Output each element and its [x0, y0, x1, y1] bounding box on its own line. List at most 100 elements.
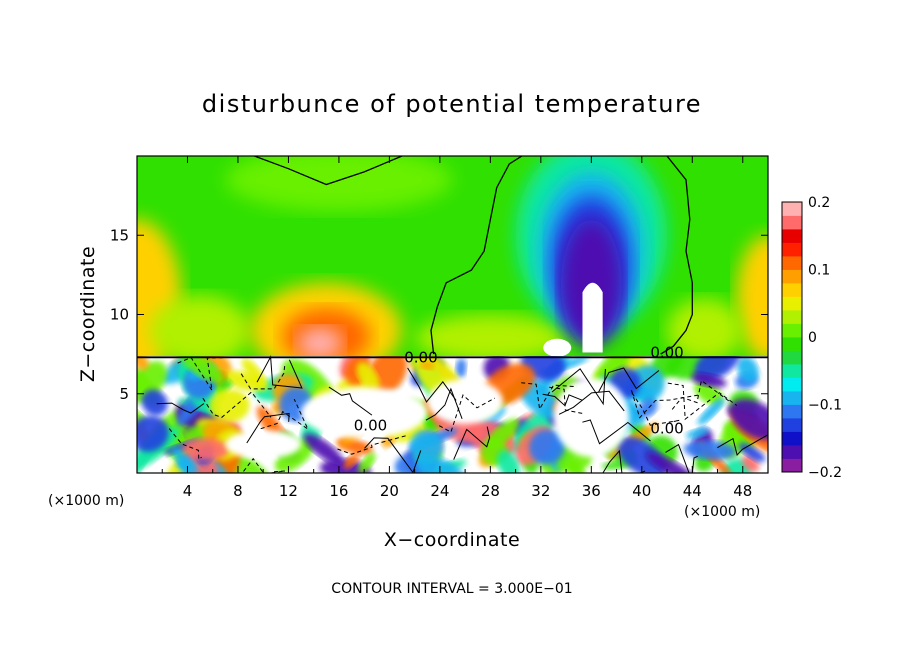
contour-lower: [202, 391, 272, 418]
colorbar-frame: [781, 201, 803, 473]
contour-lower: [407, 367, 457, 403]
field-blob-lower: [137, 356, 149, 371]
contour-plume-right: [660, 156, 693, 355]
field-blob-lower: [320, 459, 372, 473]
field-blob-lower: [697, 398, 725, 426]
field-blob-lower: [343, 453, 360, 469]
field-blob-lower: [415, 455, 468, 473]
contour-lower: [328, 386, 373, 416]
contour-label-3: 0.00: [650, 420, 683, 438]
colorbar-swatch-10: [782, 323, 802, 338]
contour-lower: [364, 437, 422, 473]
colorbar-swatch-3: [782, 418, 802, 432]
contour-top: [254, 156, 403, 186]
chart-title: disturbunce of potential temperature: [202, 90, 702, 118]
contour-lower: [542, 393, 583, 407]
colorbar-swatch-16: [782, 242, 802, 257]
x-tick-label-10: 44: [683, 482, 702, 500]
field-blob-lower: [420, 361, 435, 370]
colorbar: 0.2 0.1 0 −0.1 −0.2: [781, 195, 842, 481]
field-blob-lower: [691, 373, 727, 388]
field-blob-lower: [646, 452, 701, 473]
plot-area: [137, 156, 768, 473]
field-blob-lower: [567, 458, 586, 473]
contour-lower: [558, 390, 625, 415]
contour-lower: [243, 457, 286, 473]
field-blob-lower: [683, 440, 736, 461]
colorbar-swatch-18: [782, 215, 802, 230]
colorbar-swatch-11: [782, 310, 802, 324]
field-blob-lower: [209, 389, 250, 423]
field-blob-lower: [137, 415, 169, 452]
field-blob-lower: [241, 358, 268, 390]
field-white-0: [301, 387, 428, 439]
upper-field: [137, 156, 768, 357]
field-blob-lower: [638, 398, 658, 418]
contour-interval-note: CONTOUR INTERVAL = 3.000E−01: [331, 581, 572, 597]
colorbar-swatch-1: [782, 445, 802, 459]
field-blob-lower: [303, 433, 344, 465]
colorbar-swatch-19: [782, 202, 802, 216]
field-white-3: [225, 430, 302, 459]
field-white-1: [427, 379, 503, 424]
field-blob-lower: [529, 429, 566, 465]
contour-labels: 0.00 0.00 0.00 0.00: [354, 344, 684, 438]
colorbar-swatch-6: [782, 377, 802, 392]
colorbar-tick-label-0: 0.2: [808, 195, 830, 211]
contour-lower: [521, 382, 577, 411]
x-tick-label-7: 32: [531, 482, 550, 500]
contour-lower: [717, 434, 768, 457]
colorbar-swatch-5: [782, 391, 802, 405]
field-blob-lower: [455, 358, 467, 379]
colorbar-swatch-13: [782, 283, 802, 297]
x-tick-label-3: 16: [329, 482, 348, 500]
x-tick-label-6: 28: [481, 482, 500, 500]
contour-label-1: 0.00: [650, 344, 683, 362]
contour-lower: [177, 356, 247, 391]
colorbar-swatch-12: [782, 296, 802, 311]
x-tick-label-2: 12: [279, 482, 298, 500]
contour-lower: [602, 449, 646, 473]
contour-lower: [256, 355, 303, 389]
x-tick-label-8: 36: [582, 482, 601, 500]
contour-lower: [549, 386, 585, 415]
contour-lower: [168, 428, 202, 461]
y-tick-label-1: 10: [110, 306, 129, 324]
x-tick-label-0: 4: [183, 482, 193, 500]
contour-lower: [260, 398, 310, 431]
x-tick-label-11: 48: [733, 482, 752, 500]
field-blob-upper-7: [414, 314, 567, 357]
contour-lower: [453, 426, 491, 460]
x-unit-left: (×1000 m): [48, 493, 124, 509]
y-tick-label-2: 15: [110, 226, 129, 244]
y-axis: 5 10 15: [110, 226, 768, 403]
field-blob-lower: [358, 452, 376, 473]
colorbar-swatch-14: [782, 269, 802, 284]
field-blob-upper-12: [225, 156, 453, 212]
field-blob-lower: [737, 356, 759, 383]
field-blob-lower: [616, 436, 667, 473]
y-tick-label-0: 5: [119, 385, 129, 403]
field-white-2: [553, 377, 630, 458]
field-blob-lower: [274, 438, 315, 473]
x-tick-label-4: 20: [380, 482, 399, 500]
colorbar-swatch-17: [782, 229, 802, 243]
colorbar-tick-label-2: 0: [808, 330, 817, 346]
contour-plume-left: [430, 156, 523, 355]
colorbar-swatch-7: [782, 364, 802, 378]
contour-lower: [337, 435, 407, 455]
x-axis-label: X−coordinate: [384, 529, 520, 551]
field-blob-lower: [141, 389, 168, 416]
field-blob-lower: [694, 356, 741, 381]
x-tick-label-1: 8: [233, 482, 243, 500]
field-blob-upper-6: [297, 327, 343, 357]
contour-lower: [665, 443, 699, 473]
contour-lines: [137, 156, 768, 473]
plume-core: [582, 282, 603, 353]
colorbar-swatch-8: [782, 350, 802, 365]
x-axis: 4 8 12 16 20 24 28 32 36 40 44 48: [161, 156, 752, 500]
field-blob-lower: [409, 429, 444, 463]
plume-side: [543, 338, 572, 357]
contour-lower: [631, 392, 680, 426]
x-unit-right: (×1000 m): [684, 504, 760, 520]
